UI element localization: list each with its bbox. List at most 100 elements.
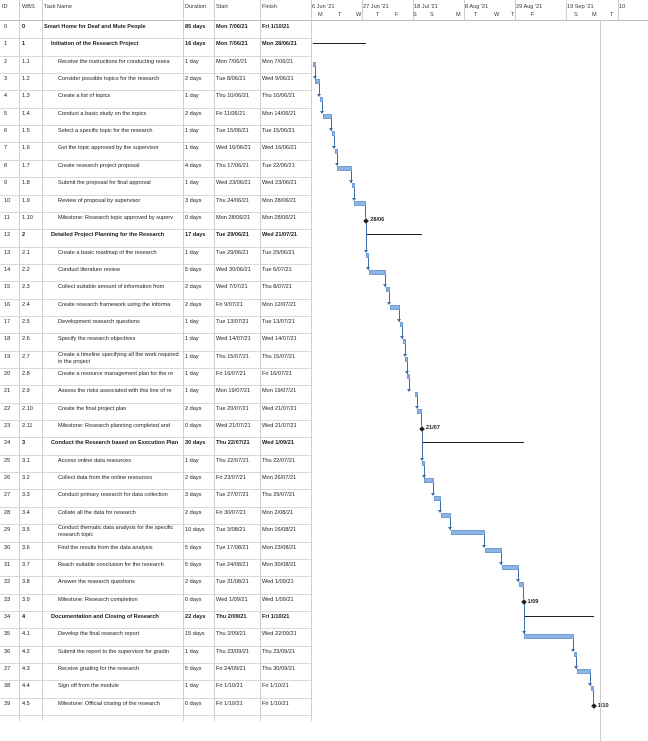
task-bar[interactable]: [414, 391, 418, 397]
task-row[interactable]: 30 3.6 Find the results from the data anal…: [0, 542, 311, 559]
column-divider[interactable]: [311, 0, 312, 721]
task-row[interactable]: 29 3.5 Conduct thematic data analysis for …: [0, 524, 311, 541]
header-task-name[interactable]: Task Name: [44, 4, 72, 10]
task-bar[interactable]: [407, 374, 411, 380]
column-divider[interactable]: [260, 0, 261, 721]
task-row[interactable]: 36 4.2 Submit the report to the supervisor…: [0, 646, 311, 663]
task-row[interactable]: 35 4.1 Develop the final research report 15…: [0, 628, 311, 645]
task-wbs: 2.9: [22, 388, 30, 395]
task-row[interactable]: 38 4.4 Sign off from the module 1 day Fri 1/…: [0, 680, 311, 697]
task-row[interactable]: 37 4.3 Receive grading for the research 5 d…: [0, 663, 311, 680]
task-bar[interactable]: [320, 96, 324, 102]
task-row[interactable]: 39 4.5 Milestone: Official closing of the …: [0, 698, 311, 715]
task-row[interactable]: 28 3.4 Collate all the data for research 2 …: [0, 507, 311, 524]
task-row[interactable]: 7 1.6 Get the topic approved by the superv…: [0, 142, 311, 159]
task-bar[interactable]: [313, 61, 316, 67]
task-bar[interactable]: [390, 304, 401, 310]
task-start: Wed 7/07/21: [216, 284, 248, 291]
task-row[interactable]: 31 3.7 Reach suitable conclusion for the r…: [0, 559, 311, 576]
summary-bar[interactable]: [313, 43, 367, 45]
header-id[interactable]: ID: [2, 4, 8, 10]
header-wbs[interactable]: WBS: [22, 4, 35, 10]
dependency-arrow: [407, 388, 412, 392]
task-row[interactable]: 27 3.3 Conduct primary research for data c…: [0, 489, 311, 506]
row-divider: [0, 454, 311, 456]
task-row[interactable]: 19 2.7 Create a timeline specifying all th…: [0, 351, 311, 368]
task-bar[interactable]: [501, 565, 519, 571]
task-bar[interactable]: [402, 339, 406, 345]
task-row[interactable]: 11 1.10 Milestone: Research topic approved…: [0, 212, 311, 229]
task-row[interactable]: 32 3.8 Answer the research questions 2 days…: [0, 576, 311, 593]
task-row[interactable]: 1 1 Initiation of the Research Project 16 d…: [0, 38, 311, 55]
task-bar[interactable]: [441, 512, 451, 518]
task-row[interactable]: 14 2.2 Conduct literature review 5 days Wed …: [0, 264, 311, 281]
task-bar[interactable]: [366, 252, 370, 258]
column-divider[interactable]: [42, 0, 43, 721]
summary-bar[interactable]: [523, 615, 594, 617]
task-row[interactable]: 12 2 Detailed Project Planning for the Res…: [0, 229, 311, 246]
task-bar[interactable]: [591, 686, 595, 692]
task-bar[interactable]: [450, 530, 485, 536]
task-row[interactable]: 6 1.5 Select a specific topic for the rese…: [0, 125, 311, 142]
task-bar[interactable]: [484, 547, 502, 553]
task-bar[interactable]: [332, 131, 336, 137]
column-divider[interactable]: [19, 0, 20, 721]
task-row[interactable]: 20 2.8 Create a resource management plan f…: [0, 368, 311, 385]
task-row[interactable]: 15 2.3 Collect suitable amount of informat…: [0, 281, 311, 298]
task-row[interactable]: 8 1.7 Create research project proposal 4 da…: [0, 160, 311, 177]
task-bar[interactable]: [574, 651, 578, 657]
task-row[interactable]: 17 2.5 Development research questions 1 day…: [0, 316, 311, 333]
task-row[interactable]: 18 2.6 Specify the research objectives 1 da…: [0, 333, 311, 350]
task-bar[interactable]: [523, 634, 575, 640]
task-bar[interactable]: [315, 79, 321, 85]
summary-bar[interactable]: [366, 233, 422, 235]
milestone-marker[interactable]: [590, 703, 597, 710]
task-row[interactable]: 24 3 Conduct the Research based on Executi…: [0, 437, 311, 454]
task-bar[interactable]: [334, 148, 338, 154]
task-bar[interactable]: [337, 165, 352, 171]
task-row[interactable]: 25 3.1 Access online data resources 1 day Th…: [0, 455, 311, 472]
task-id: 1: [4, 41, 8, 48]
task-row[interactable]: 23 2.11 Milestone: Research planning compl…: [0, 420, 311, 437]
milestone-label: 28/06: [370, 217, 385, 224]
task-start: Fri 16/07/21: [216, 371, 246, 377]
task-bar[interactable]: [421, 460, 425, 466]
task-bar[interactable]: [417, 408, 422, 414]
task-row[interactable]: 16 2.4 Create research framework using the…: [0, 299, 311, 316]
header-start[interactable]: Start: [216, 4, 228, 10]
task-row[interactable]: 13 2.1 Create a basic roadmap of the resea…: [0, 247, 311, 264]
task-bar[interactable]: [424, 478, 434, 484]
header-duration[interactable]: Duration: [185, 4, 207, 10]
column-divider[interactable]: [183, 0, 184, 721]
task-bar[interactable]: [385, 287, 391, 293]
task-start: Thu 22/07/21: [216, 457, 249, 464]
task-row[interactable]: 10 1.9 Review of proposal by supervisor 3 d…: [0, 195, 311, 212]
task-bar[interactable]: [400, 322, 404, 328]
column-divider[interactable]: [214, 0, 215, 721]
task-finish: Wed 16/06/21: [262, 145, 297, 152]
task-row[interactable]: 4 1.3 Create a list of topics 1 day Thu 10/0…: [0, 90, 311, 107]
task-row[interactable]: 33 3.9 Milestone: Research completion 0 day…: [0, 594, 311, 611]
task-row[interactable]: 2 1.1 Receive the instructions for conduct…: [0, 56, 311, 73]
task-id: 29: [4, 527, 11, 534]
task-bar[interactable]: [368, 270, 386, 276]
header-finish[interactable]: Finish: [262, 4, 277, 10]
task-row[interactable]: 3 1.2 Consider possible topics for the res…: [0, 73, 311, 90]
task-bar[interactable]: [354, 200, 367, 206]
task-row[interactable]: 22 2.10 Create the final project plan 2 day…: [0, 403, 311, 420]
dependency-arrow: [431, 492, 435, 496]
task-row[interactable]: 0 0 Smart Home for Deaf and Mute People 85 …: [0, 21, 311, 38]
summary-bar[interactable]: [421, 442, 524, 444]
task-bar[interactable]: [351, 183, 355, 189]
task-bar[interactable]: [404, 356, 408, 362]
row-divider: [0, 385, 311, 387]
task-row[interactable]: 5 1.4 Conduct a basic study on the topics 2…: [0, 108, 311, 125]
task-bar[interactable]: [576, 669, 592, 675]
task-row[interactable]: 34 4 Documentation and Closing of Research…: [0, 611, 311, 628]
task-bar[interactable]: [434, 495, 442, 501]
task-row[interactable]: 26 3.2 Collect data from the online resour…: [0, 472, 311, 489]
task-bar[interactable]: [518, 582, 524, 588]
task-row[interactable]: 9 1.8 Submit the proposal for final approv…: [0, 177, 311, 194]
task-row[interactable]: 21 2.9 Assess the risks associated with th…: [0, 385, 311, 402]
task-bar[interactable]: [322, 113, 333, 119]
